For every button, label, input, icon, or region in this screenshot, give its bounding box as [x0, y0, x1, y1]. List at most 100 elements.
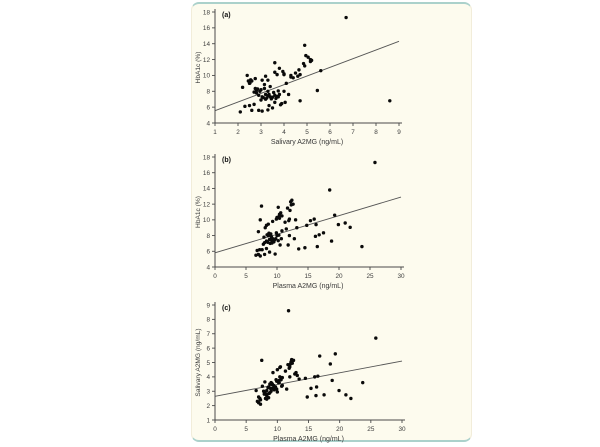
- data-point: [332, 213, 337, 217]
- data-point: [344, 15, 348, 20]
- data-point: [240, 85, 245, 90]
- data-point: [270, 106, 275, 110]
- data-point: [275, 387, 279, 391]
- data-point: [288, 200, 293, 204]
- data-point: [295, 226, 299, 230]
- data-point: [314, 222, 318, 227]
- data-point: [266, 89, 270, 93]
- y-tick-label: 6: [206, 104, 210, 111]
- data-point: [278, 365, 282, 370]
- y-tick-label: 8: [206, 233, 210, 240]
- data-point: [308, 218, 313, 223]
- data-point: [305, 223, 309, 228]
- x-tick-label: 9: [397, 129, 401, 136]
- data-point: [329, 239, 334, 243]
- data-point: [286, 243, 290, 247]
- x-tick-label: 30: [398, 426, 406, 433]
- data-point: [282, 89, 286, 93]
- data-point: [284, 227, 288, 231]
- data-point: [265, 388, 269, 393]
- data-point: [303, 376, 308, 381]
- data-point: [252, 102, 256, 107]
- y-tick-label: 6: [206, 249, 210, 256]
- data-point: [256, 401, 261, 405]
- data-point: [263, 92, 268, 97]
- data-point: [262, 235, 266, 239]
- data-point: [267, 391, 271, 396]
- data-point: [288, 208, 292, 213]
- data-point: [267, 250, 272, 254]
- data-point: [361, 380, 365, 385]
- data-point: [266, 222, 271, 226]
- data-point: [315, 244, 319, 249]
- x-tick-label: 2: [236, 129, 240, 136]
- data-point: [266, 385, 271, 389]
- data-point: [277, 233, 281, 237]
- data-point: [262, 252, 267, 257]
- data-point: [260, 248, 264, 252]
- data-point: [314, 393, 318, 398]
- data-point: [317, 233, 321, 237]
- data-point: [259, 98, 263, 102]
- data-point: [276, 238, 280, 243]
- data-point: [280, 383, 285, 388]
- data-point: [275, 367, 280, 372]
- data-point: [283, 100, 287, 105]
- data-point: [344, 393, 348, 397]
- data-point: [303, 43, 307, 47]
- x-tick-label: 20: [335, 273, 343, 280]
- y-axis-title: Salivary A2MG (ng/mL): [195, 328, 202, 396]
- data-point: [262, 392, 266, 396]
- data-point: [273, 252, 277, 256]
- data-point: [374, 336, 378, 340]
- data-point: [274, 231, 279, 235]
- data-point: [280, 229, 284, 233]
- data-point: [267, 103, 271, 108]
- data-point: [264, 246, 269, 251]
- data-point: [273, 93, 277, 97]
- data-point: [260, 109, 264, 113]
- chart-c-salivary-vs-plasma-a2mg: 0 5 10 15 20 25 30 1 2 3 4 5 6 7 8 9 (c) Plasma A2MG (ng/…: [192, 296, 471, 443]
- data-point: [268, 84, 272, 89]
- data-point: [262, 86, 267, 91]
- panel-letter: (c): [222, 305, 231, 312]
- x-axis-title: Salivary A2MG (ng/mL): [271, 139, 343, 146]
- data-point: [322, 393, 326, 397]
- data-point: [343, 221, 347, 225]
- data-point: [288, 375, 292, 379]
- data-point: [328, 188, 332, 192]
- data-point: [280, 214, 284, 218]
- data-point: [319, 68, 323, 73]
- data-point: [295, 373, 299, 378]
- data-point: [277, 66, 282, 70]
- x-axis-title: Plasma A2MG (ng/mL): [273, 283, 344, 290]
- data-point: [349, 396, 353, 401]
- y-tick-label: 18: [203, 154, 211, 161]
- data-point: [253, 76, 257, 81]
- y-tick-label: 2: [206, 403, 210, 410]
- data-point: [271, 386, 275, 391]
- y-tick-label: 12: [203, 57, 211, 64]
- x-tick-label: 0: [213, 273, 217, 280]
- x-tick-label: 4: [282, 129, 286, 136]
- data-point: [348, 225, 352, 230]
- data-point: [277, 380, 281, 385]
- figure-panel: 1 2 3 4 5 6 7 8 9 4 6 8 10 12 14 16 18 (a) Salivary A2MG (…: [191, 2, 472, 443]
- y-tick-label: 4: [206, 264, 210, 271]
- data-point: [296, 74, 300, 78]
- y-tick-label: 6: [206, 345, 210, 352]
- data-point: [276, 205, 280, 209]
- data-point: [266, 108, 270, 112]
- data-point: [260, 384, 265, 388]
- data-point: [262, 82, 267, 87]
- data-point: [252, 90, 256, 94]
- data-point: [245, 73, 249, 78]
- data-point: [336, 222, 341, 227]
- data-point: [291, 76, 295, 80]
- data-point: [269, 235, 274, 239]
- data-point: [243, 104, 247, 109]
- data-point: [247, 103, 252, 108]
- data-point: [285, 206, 290, 210]
